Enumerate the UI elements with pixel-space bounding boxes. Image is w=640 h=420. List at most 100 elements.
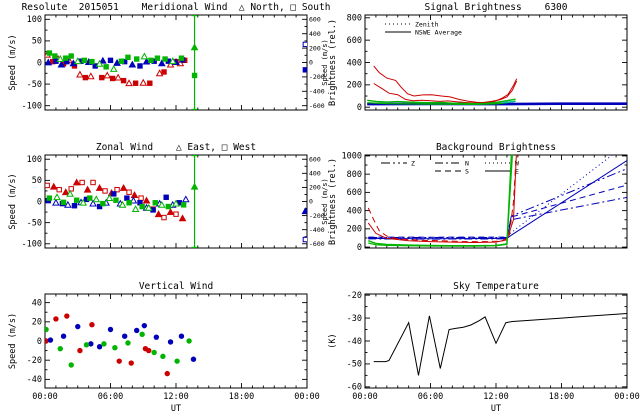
line-series bbox=[373, 80, 518, 104]
y-tick-label: -40 bbox=[27, 375, 42, 385]
data-point-circle bbox=[89, 321, 95, 328]
data-point-square bbox=[302, 67, 307, 73]
x-tick-label: 00:00 bbox=[352, 392, 378, 402]
y-tick-label: 0 bbox=[357, 103, 362, 113]
line-series bbox=[373, 313, 627, 376]
data-point-circle bbox=[121, 333, 128, 339]
data-point-square bbox=[132, 80, 139, 86]
y-tick-label: 0 bbox=[357, 243, 362, 253]
data-point-triangle bbox=[113, 58, 121, 66]
data-point-triangle bbox=[114, 73, 122, 81]
y-tick-label: -50 bbox=[347, 360, 362, 370]
data-point-triangle bbox=[79, 198, 88, 206]
line-series bbox=[368, 160, 627, 240]
data-point-triangle bbox=[83, 185, 92, 193]
legend-label: E bbox=[515, 168, 519, 176]
line-series bbox=[368, 155, 513, 247]
data-point-square bbox=[124, 195, 130, 201]
series-layer bbox=[45, 313, 197, 377]
data-point-triangle bbox=[128, 60, 137, 68]
data-point-circle bbox=[112, 345, 118, 351]
data-point-square bbox=[46, 195, 53, 201]
x-tick-label: 00:00 bbox=[32, 392, 58, 402]
data-point-square bbox=[180, 202, 187, 208]
data-point-triangle bbox=[140, 52, 149, 60]
y-axis-label: Speed (m/s) bbox=[8, 173, 18, 229]
right-tick-label: 200 bbox=[309, 184, 321, 192]
data-point-circle bbox=[96, 344, 103, 350]
x-tick-label: 00:00 bbox=[294, 392, 320, 402]
data-point-circle bbox=[64, 313, 70, 319]
panel-vertical-wind: 00:00 06:00 12:00 18:00 00:00 UT 40 20 0 -20 -40 Sp… bbox=[8, 281, 320, 414]
data-point-square bbox=[111, 191, 117, 197]
series-layer bbox=[367, 65, 627, 106]
data-point-square bbox=[100, 200, 106, 207]
data-point-triangle bbox=[64, 200, 72, 208]
right-tick-label: 600 bbox=[309, 16, 321, 24]
line-series bbox=[368, 196, 627, 240]
panel-meridional-wind: 100 50 0 -50 -100 Speed (m/s) 600 400 200 0 -200 -4… bbox=[8, 2, 330, 111]
data-point-square bbox=[134, 56, 140, 62]
data-point-square bbox=[118, 58, 125, 64]
line-series bbox=[502, 100, 515, 104]
right-tick-label: -400 bbox=[309, 226, 325, 234]
data-point-triangle bbox=[73, 57, 82, 65]
data-point-square bbox=[161, 214, 167, 221]
y-tick-label: 0 bbox=[37, 197, 42, 207]
data-point-square bbox=[107, 57, 114, 64]
y-tick-label: 200 bbox=[347, 225, 362, 235]
data-point-triangle bbox=[157, 200, 166, 208]
data-point-circle bbox=[174, 358, 180, 364]
data-point-triangle bbox=[144, 203, 153, 211]
data-point-triangle bbox=[166, 208, 175, 215]
data-point-circle bbox=[128, 360, 134, 366]
y-tick-label: -60 bbox=[347, 383, 362, 393]
right-axis-label: Speed (m/s) bbox=[321, 178, 329, 224]
data-point-circle bbox=[53, 316, 59, 322]
data-point-circle bbox=[45, 326, 49, 333]
data-point-triangle bbox=[95, 59, 104, 67]
data-point-square bbox=[126, 189, 132, 195]
data-point-circle bbox=[77, 347, 83, 354]
right-tick-label: -400 bbox=[309, 87, 325, 95]
y-tick-label: 200 bbox=[347, 81, 362, 91]
x-tick-label: 18:00 bbox=[229, 392, 255, 402]
data-point-square bbox=[173, 211, 179, 217]
data-point-circle bbox=[75, 323, 81, 330]
data-point-circle bbox=[101, 341, 107, 347]
y-tick-label: -50 bbox=[27, 218, 42, 228]
data-point-circle bbox=[107, 326, 114, 333]
data-point-square bbox=[191, 72, 198, 79]
data-point-square bbox=[60, 199, 67, 206]
x-axis-label: UT bbox=[491, 404, 501, 414]
panel-signal-brightness: 800 600 400 200 0 Brightness (rel.) Signal Bri… bbox=[328, 2, 628, 113]
data-point-triangle bbox=[172, 199, 180, 207]
y-tick-label: -100 bbox=[22, 240, 42, 250]
series-layer bbox=[373, 313, 627, 376]
data-point-triangle bbox=[168, 57, 177, 65]
data-point-triangle bbox=[99, 56, 107, 64]
right-tick-label: -600 bbox=[309, 240, 325, 248]
data-point-square bbox=[162, 56, 168, 62]
y-tick-label: -20 bbox=[27, 356, 42, 366]
data-point-triangle bbox=[66, 189, 74, 197]
data-point-square bbox=[89, 58, 95, 65]
data-point-triangle bbox=[119, 183, 128, 191]
data-point-triangle bbox=[142, 196, 151, 204]
legend-label: S bbox=[465, 168, 469, 176]
y-tick-label: 100 bbox=[27, 155, 42, 165]
right-tick-label: 400 bbox=[309, 30, 321, 38]
plot-frame bbox=[364, 154, 628, 249]
data-point-triangle bbox=[154, 210, 163, 218]
data-point-circle bbox=[178, 333, 185, 339]
series-layer bbox=[45, 15, 307, 110]
y-tick-label: 40 bbox=[32, 298, 42, 308]
data-point-triangle bbox=[301, 207, 307, 215]
data-point-triangle bbox=[178, 214, 187, 222]
data-point-triangle bbox=[49, 182, 58, 190]
data-point-circle bbox=[141, 322, 148, 329]
series-layer bbox=[367, 155, 627, 247]
x-tick-label: 18:00 bbox=[549, 392, 575, 402]
panel-background-brightness: 1000 800 600 400 200 0 Brightness (rel.) Backgr… bbox=[328, 142, 628, 253]
